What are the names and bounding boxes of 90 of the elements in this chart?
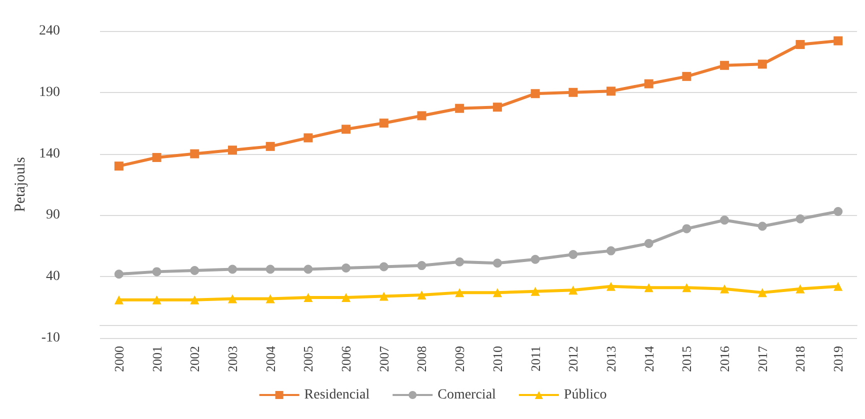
point	[720, 60, 730, 70]
x-tick-label: 2004	[262, 346, 278, 372]
point	[114, 270, 124, 279]
point	[492, 258, 502, 268]
point	[342, 264, 351, 272]
point	[228, 294, 237, 304]
point	[720, 216, 730, 225]
point	[266, 294, 275, 304]
x-tick-label: 2017	[754, 346, 770, 372]
point	[568, 250, 578, 259]
point	[644, 79, 654, 88]
point	[606, 282, 616, 291]
point	[417, 261, 426, 270]
x-tick-label: 2015	[679, 346, 694, 372]
legend-label: Público	[564, 388, 607, 402]
point	[342, 292, 351, 302]
point	[492, 288, 502, 298]
x-tick-label: 2007	[376, 346, 392, 372]
point	[190, 149, 200, 158]
point	[417, 111, 426, 120]
point	[304, 264, 313, 274]
point	[796, 284, 805, 294]
point	[644, 238, 654, 248]
point	[342, 124, 351, 134]
point	[568, 88, 578, 97]
point	[758, 60, 767, 69]
point	[682, 224, 692, 234]
point	[492, 102, 502, 112]
point	[568, 286, 578, 295]
x-tick-label: 2001	[149, 346, 164, 372]
point	[379, 118, 388, 128]
point	[152, 295, 162, 304]
point	[152, 267, 162, 276]
y-tick-label: 40	[46, 269, 60, 284]
x-tick-label: 2010	[490, 346, 505, 372]
point	[379, 292, 388, 301]
x-tick-label: 2006	[338, 346, 354, 372]
x-tick-label: 2019	[830, 346, 846, 372]
point	[606, 246, 616, 256]
point	[530, 286, 540, 296]
point	[152, 152, 162, 162]
point	[266, 142, 275, 151]
point	[682, 283, 692, 292]
x-tick-label: 2003	[224, 346, 240, 372]
point	[758, 288, 767, 298]
point	[304, 292, 313, 302]
y-tick-label: 240	[39, 24, 60, 38]
point	[304, 133, 313, 142]
point	[455, 104, 464, 113]
x-tick-label: 2008	[414, 346, 430, 372]
point	[379, 262, 388, 272]
y-tick-label: -10	[41, 330, 60, 346]
point	[834, 282, 843, 291]
x-tick-label: 2009	[452, 346, 468, 372]
point	[190, 295, 200, 304]
point	[644, 283, 654, 292]
point	[796, 214, 805, 224]
y-axis-title: Petajouls	[12, 156, 29, 212]
point	[228, 264, 237, 274]
x-tick-label: 2013	[603, 346, 618, 372]
point	[530, 89, 540, 98]
x-tick-label: 2016	[717, 346, 732, 372]
point	[796, 40, 805, 50]
point	[114, 295, 124, 304]
point	[834, 207, 843, 216]
legend-label: Residencial	[304, 388, 370, 402]
point	[682, 72, 692, 81]
point	[455, 257, 464, 266]
x-tick-label: 2005	[300, 346, 316, 372]
legend-label: Comercial	[438, 388, 496, 402]
x-tick-label: 2012	[566, 346, 581, 372]
point	[455, 288, 464, 298]
x-tick-label: 2011	[528, 346, 543, 372]
x-tick-label: 2002	[187, 346, 202, 372]
point	[266, 264, 275, 274]
point	[228, 146, 237, 155]
point	[720, 284, 730, 294]
point	[758, 222, 767, 231]
point	[530, 254, 540, 264]
point	[114, 162, 124, 171]
point	[417, 290, 426, 300]
y-tick-label: 190	[39, 84, 60, 100]
x-tick-label: 2014	[641, 346, 656, 372]
y-tick-label: 90	[46, 208, 60, 223]
point	[834, 36, 843, 46]
x-tick-label: 2018	[792, 346, 808, 372]
point	[190, 266, 200, 275]
point	[606, 86, 616, 96]
x-tick-label: 2000	[111, 346, 126, 372]
y-tick-label: 140	[39, 146, 60, 162]
